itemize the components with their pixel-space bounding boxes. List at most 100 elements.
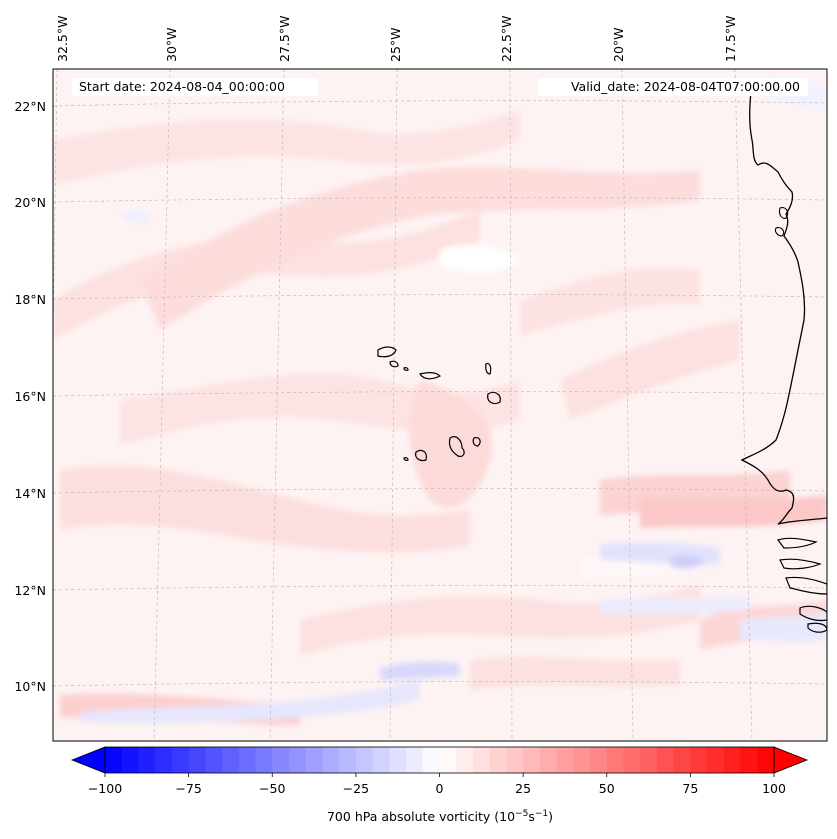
colorbar-cell — [355, 747, 374, 773]
island-santo-antao — [377, 346, 397, 358]
colorbar-cell — [439, 747, 457, 773]
colorbar-tick-label: 50 — [599, 781, 615, 796]
colorbar-cell — [222, 747, 240, 773]
island-sal — [485, 362, 492, 375]
pos-band — [640, 495, 827, 528]
colorbar-cell — [205, 747, 223, 773]
neg-patch — [120, 209, 151, 224]
colorbar-cell — [623, 747, 641, 773]
colorbar-tick-label: 25 — [515, 781, 531, 796]
colorbar-cell — [556, 747, 574, 773]
parallel-14n — [53, 488, 827, 494]
colorbar-cell — [506, 747, 524, 773]
colorbar-label-prefix: 700 hPa absolute vorticity (10 — [327, 809, 515, 824]
lon-label: 22.5°W — [499, 16, 514, 62]
pos-band — [53, 210, 480, 340]
neg-patch — [670, 554, 705, 569]
pos-band — [560, 320, 740, 420]
neg-patch — [600, 596, 750, 615]
map-frame — [52, 68, 828, 742]
colorbar-label-exp1: −5 — [515, 809, 528, 819]
colorbar-ticks: −100 −75 −50 −25 0 25 50 75 100 — [88, 773, 786, 796]
island-fogo — [415, 449, 427, 462]
lat-label: 22°N — [14, 99, 46, 114]
meridian-17-5w — [734, 69, 753, 741]
colorbar-cell — [389, 747, 407, 773]
colorbar-cell — [656, 747, 675, 773]
vorticity-field — [53, 69, 827, 741]
colorbar-cell — [539, 747, 558, 773]
pos-band — [520, 267, 700, 335]
lat-label: 10°N — [14, 679, 46, 694]
lon-label: 27.5°W — [277, 16, 292, 62]
meridian-25w — [389, 69, 398, 741]
colorbar-extend-max — [773, 746, 809, 774]
colorbar-cell — [238, 747, 257, 773]
pos-blob — [409, 380, 492, 508]
coastal-islets — [774, 207, 789, 237]
neg-patch — [380, 661, 460, 680]
start-date-box — [72, 78, 318, 96]
latitude-labels: 22°N 20°N 18°N 16°N 14°N 12°N 10°N — [14, 99, 46, 694]
colorbar-cell — [255, 747, 273, 773]
lat-label: 14°N — [14, 486, 46, 501]
colorbar-cell — [707, 747, 725, 773]
colorbar-cell — [690, 747, 708, 773]
valid-date-label: Valid_date: 2024-08-04T07:00:00.00 — [571, 79, 800, 94]
colorbar-cell — [723, 747, 742, 773]
colorbar-cell — [188, 747, 206, 773]
colorbar-cell — [489, 747, 508, 773]
meridian-30w — [153, 69, 171, 741]
lat-label: 18°N — [14, 292, 46, 307]
parallel-10n — [53, 681, 827, 687]
colorbar-label-mid: s — [528, 809, 535, 824]
colorbar-cell — [322, 747, 340, 773]
lon-label: 32.5°W — [55, 16, 70, 62]
longitude-labels: 32.5°W 30°W 27.5°W 25°W 22.5°W 20°W 17.5… — [55, 16, 738, 62]
colorbar-cells — [105, 747, 775, 773]
colorbar-cell — [138, 747, 156, 773]
pos-band — [53, 110, 520, 185]
lon-label: 20°W — [611, 27, 626, 62]
colorbar-cell — [456, 747, 474, 773]
colorbar-extend-min — [70, 746, 106, 774]
colorbar-cell — [523, 747, 541, 773]
colorbar-cell — [121, 747, 140, 773]
colorbar-cell — [339, 747, 357, 773]
neg-band — [80, 680, 420, 724]
colorbar-cell — [305, 747, 324, 773]
pos-band — [60, 465, 470, 553]
colorbar-cell — [757, 747, 775, 773]
island-santiago — [448, 436, 465, 457]
parallel-12n — [53, 585, 827, 591]
colorbar-cell — [422, 747, 441, 773]
lat-label: 20°N — [14, 195, 46, 210]
colorbar-tick-label: −75 — [175, 781, 201, 796]
colorbar-label: 700 hPa absolute vorticity (10−5s−1) — [327, 809, 553, 824]
island-sao-vicente — [389, 360, 399, 368]
meridian-27-5w — [269, 69, 285, 741]
pos-band — [300, 585, 700, 655]
colorbar-cell — [673, 747, 691, 773]
island-boa-vista — [487, 391, 501, 405]
pos-band — [470, 656, 680, 690]
island-santa-luzia — [403, 367, 409, 371]
colorbar-label-exp2: −1 — [535, 809, 548, 819]
colorbar-cell — [372, 747, 390, 773]
coastline — [740, 81, 827, 525]
colorbar-cell — [288, 747, 307, 773]
colorbar-tick-label: 75 — [682, 781, 698, 796]
island-sao-nicolau — [419, 372, 442, 380]
meridian-20w — [621, 69, 634, 741]
parallel-18n — [53, 294, 827, 300]
meridian-22-5w — [509, 69, 513, 741]
colorbar-tick-label: 100 — [762, 781, 786, 796]
colorbar-tick-label: −100 — [88, 781, 122, 796]
graticule — [53, 69, 827, 741]
parallel-20n — [53, 197, 827, 203]
vorticity-patches — [53, 78, 827, 725]
colorbar-tick-label: −25 — [343, 781, 369, 796]
lon-label: 30°W — [164, 27, 179, 62]
lat-label: 16°N — [14, 389, 46, 404]
lon-label: 17.5°W — [723, 16, 738, 62]
